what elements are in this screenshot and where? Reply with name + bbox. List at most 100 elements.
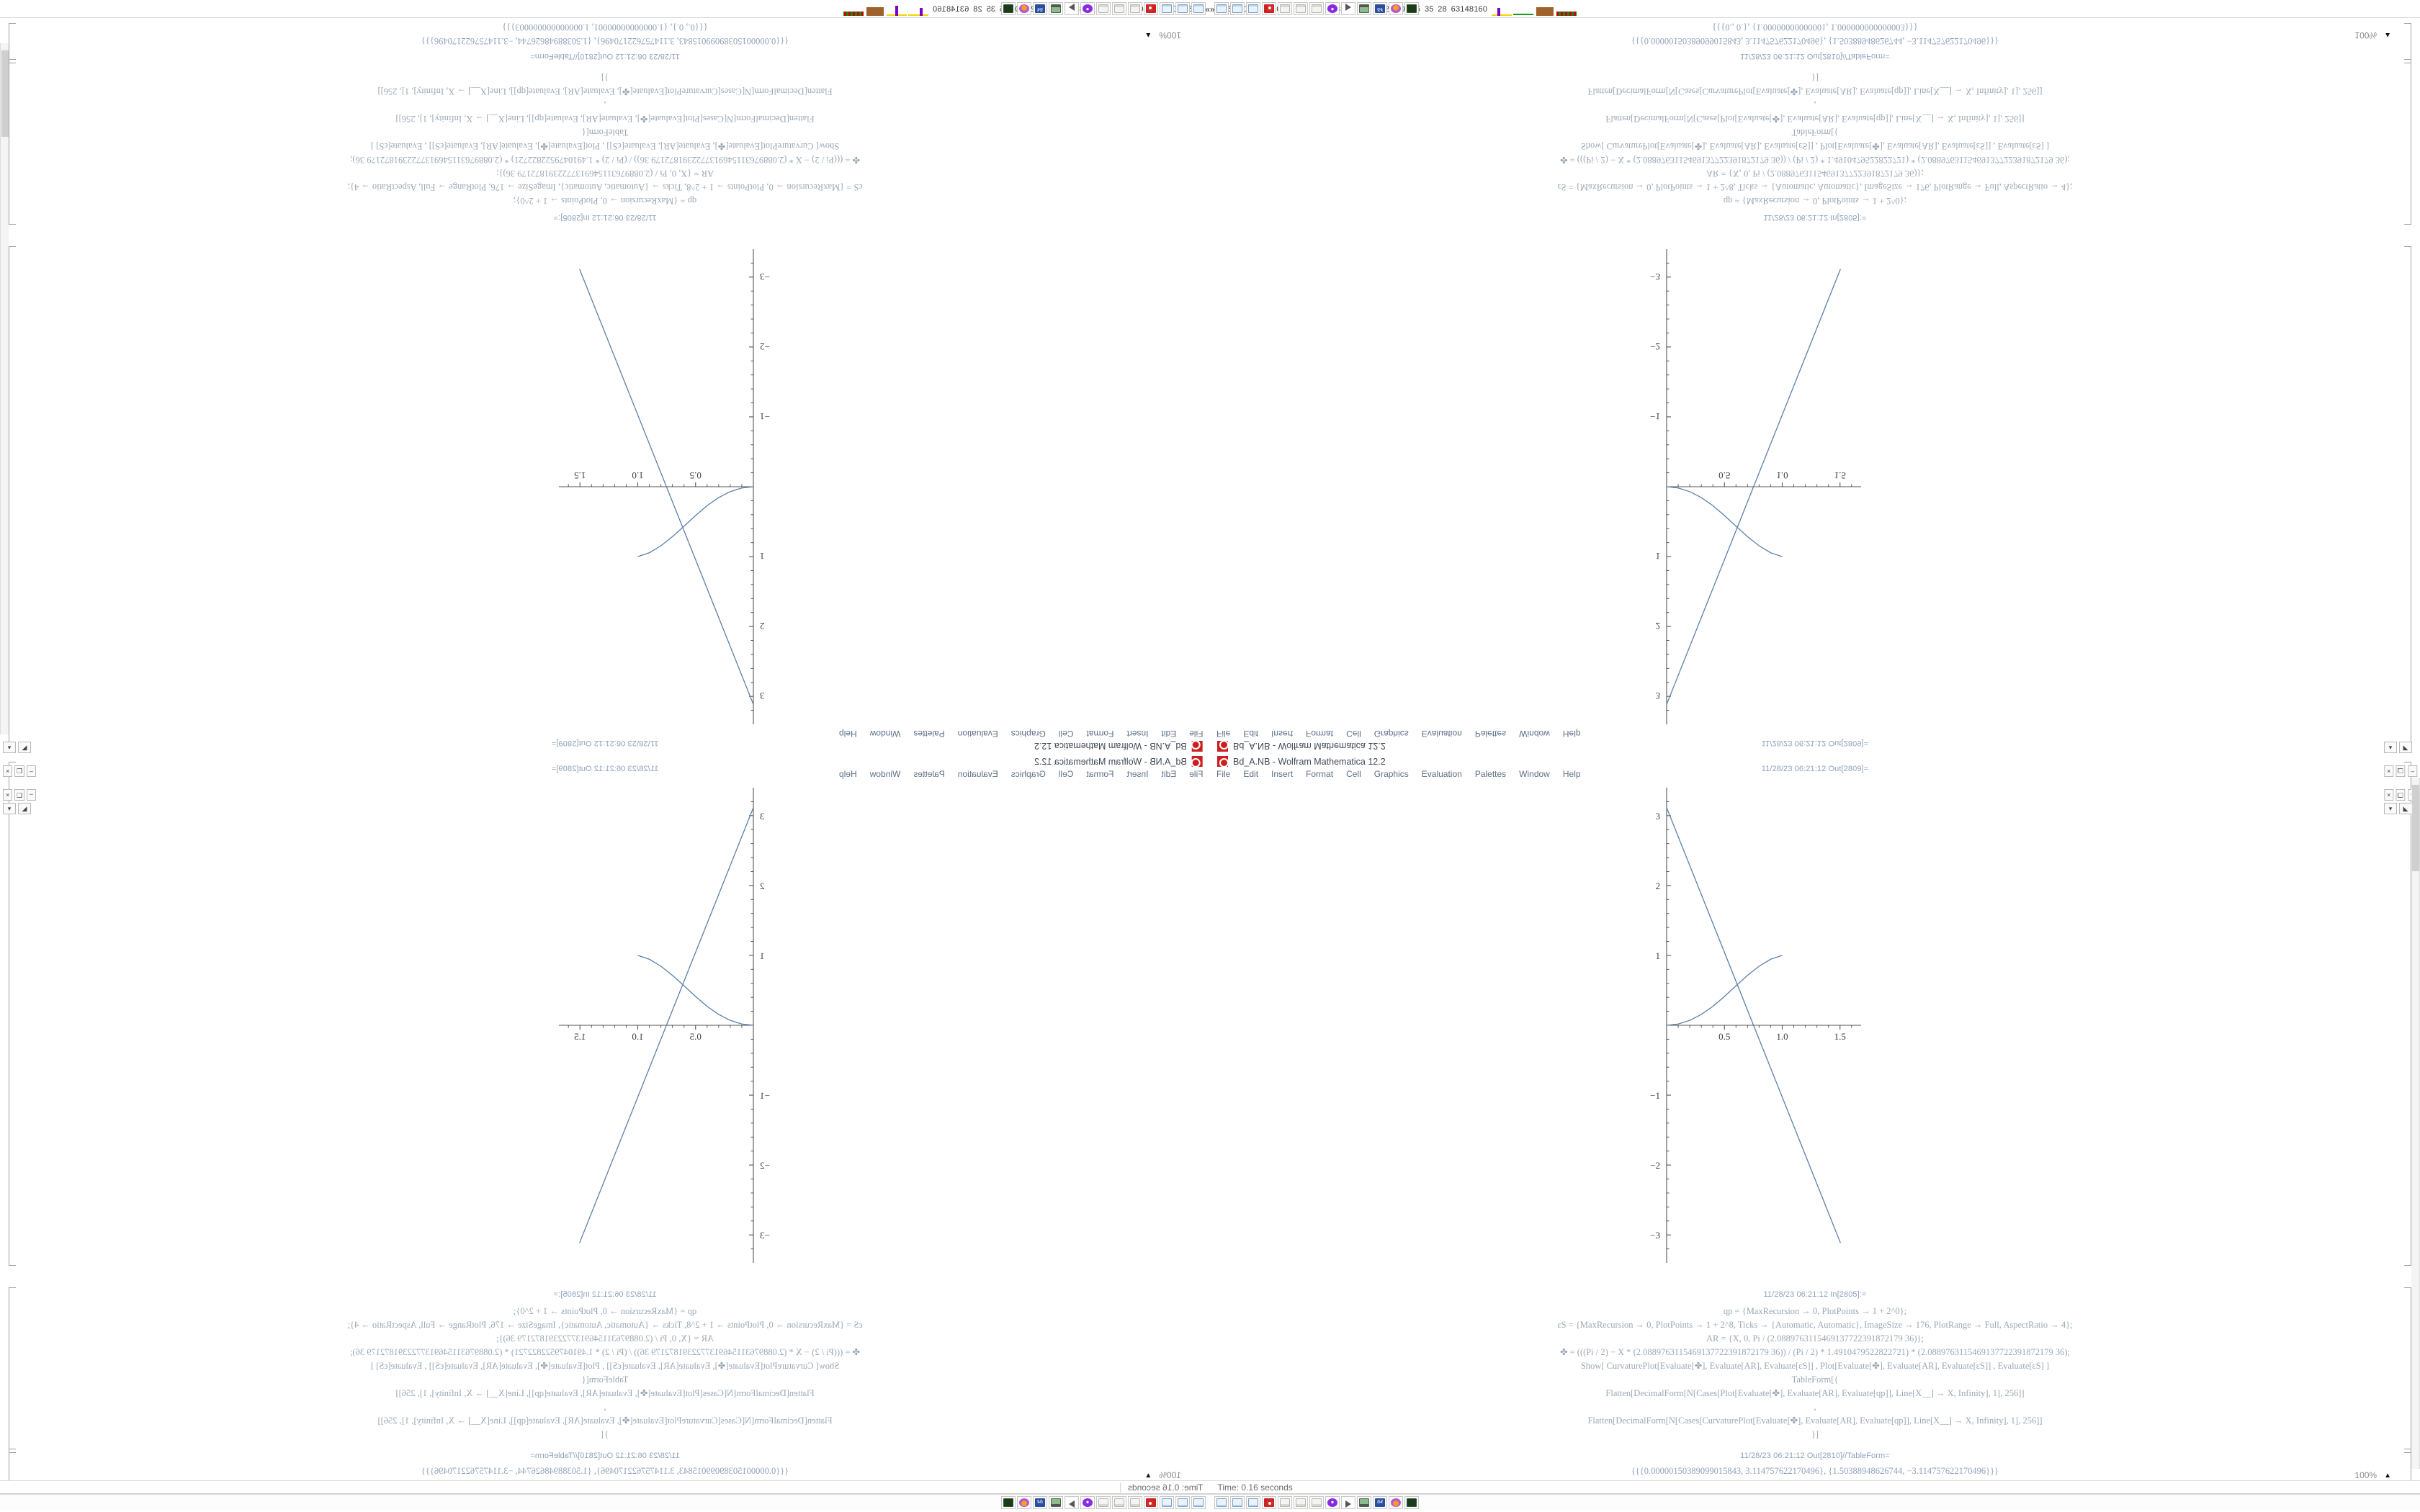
minimize-button[interactable]: – [26, 789, 36, 801]
menu-group[interactable]: File Edit Insert Format Cell Graphics Evaluati… [1216, 769, 1581, 779]
floppy-disk-icon[interactable]: 64 [1033, 1496, 1047, 1509]
menu-item-cell[interactable]: Cell [1059, 769, 1074, 779]
terminal-icon[interactable] [1001, 1496, 1016, 1509]
dropdown-button[interactable]: ▾ [2384, 803, 2397, 814]
menu-group-mirror[interactable]: File Edit Insert Format Cell Graphics Evaluati… [839, 729, 1204, 739]
speaker-icon[interactable] [1341, 2, 1355, 15]
phone-icon[interactable] [1175, 1496, 1190, 1509]
menu-bar[interactable]: File Edit Insert Format Cell Graphics Evaluati… [839, 769, 1580, 779]
monitor-icon[interactable] [1357, 2, 1371, 15]
menu-item-edit[interactable]: Edit [1161, 729, 1177, 739]
cell-bracket-output[interactable] [2404, 246, 2411, 750]
notepad-icon[interactable] [1278, 2, 1292, 15]
resize-grip[interactable]: ◢ [18, 742, 31, 753]
input-code-cell[interactable]: qp = {MaxRecursion → 0, PlotPoints → 1 +… [0, 71, 1210, 207]
purple-face-icon[interactable] [1080, 2, 1095, 15]
menu-item-edit[interactable]: Edit [1243, 769, 1259, 779]
floppy-disk-icon[interactable]: 64 [1373, 1496, 1387, 1509]
input-code-cell[interactable]: qp = {MaxRecursion → 0, PlotPoints → 1 +… [1210, 1305, 2420, 1441]
phone-icon[interactable] [1191, 1496, 1206, 1509]
menu-item-insert[interactable]: Insert [1271, 729, 1294, 739]
minimize-button[interactable]: – [26, 765, 36, 777]
input-code-cell[interactable]: qp = {MaxRecursion → 0, PlotPoints → 1 +… [0, 1305, 1210, 1441]
menu-item-help[interactable]: Help [1562, 729, 1581, 739]
menu-item-graphics[interactable]: Graphics [1011, 729, 1047, 739]
menu-item-window[interactable]: Window [870, 729, 901, 739]
speaker-icon[interactable] [1341, 1496, 1355, 1509]
phone-icon[interactable] [1160, 1496, 1174, 1509]
floppy-disk-icon[interactable]: 64 [1033, 2, 1047, 15]
input-code-cell[interactable]: qp = {MaxRecursion → 0, PlotPoints → 1 +… [1210, 71, 2420, 207]
fire-icon[interactable] [1017, 1496, 1031, 1509]
menu-bar-mirror[interactable]: File Edit Insert Format Cell Graphics Evaluati… [839, 729, 1580, 739]
curvature-plot[interactable]: 0.5 1.0 1.5 −3 −2 −1 1 2 3 [1642, 780, 1880, 1277]
sysmon-expand-chevron-icon-2[interactable]: » [1210, 4, 1215, 14]
fire-icon[interactable] [1017, 2, 1031, 15]
scrollbar-thumb[interactable] [1, 50, 9, 137]
menu-item-edit[interactable]: Edit [1243, 729, 1259, 739]
menu-item-file[interactable]: File [1216, 769, 1231, 779]
dropdown-button[interactable]: ▾ [3, 803, 16, 814]
restore-button[interactable]: ❐ [2396, 789, 2406, 801]
menu-item-window[interactable]: Window [870, 769, 901, 779]
cell-bracket-output[interactable] [9, 246, 16, 750]
speaker-icon[interactable] [1065, 2, 1079, 15]
fire-icon[interactable] [1389, 2, 1403, 15]
cell-bracket-output[interactable] [9, 762, 16, 1266]
purple-face-icon[interactable] [1080, 1496, 1095, 1509]
restore-button[interactable]: ❐ [14, 765, 24, 777]
menu-item-format[interactable]: Format [1306, 729, 1334, 739]
taskbar-bottom[interactable]: 64 64 [0, 1495, 2420, 1511]
menu-item-cell[interactable]: Cell [1346, 729, 1361, 739]
phone-icon[interactable] [1246, 1496, 1260, 1509]
tray-arrow-icon-mirror[interactable]: ▲ [1144, 1471, 1152, 1480]
cell-bracket-input[interactable] [9, 1287, 16, 1453]
menu-item-file[interactable]: File [1189, 769, 1204, 779]
menu-item-window[interactable]: Window [1519, 729, 1550, 739]
taskbar-top[interactable]: 64 64 [0, 1, 2420, 17]
menu-item-format[interactable]: Format [1086, 769, 1114, 779]
menu-item-evaluation[interactable]: Evaluation [1421, 729, 1462, 739]
menu-item-palettes[interactable]: Palettes [1474, 729, 1507, 739]
purple-face-icon[interactable] [1325, 1496, 1340, 1509]
menu-item-insert[interactable]: Insert [1126, 729, 1149, 739]
notepad-icon[interactable] [1309, 1496, 1324, 1509]
menu-item-cell[interactable]: Cell [1346, 769, 1361, 779]
notepad-icon[interactable] [1294, 2, 1308, 15]
gear-icon[interactable] [1262, 1496, 1276, 1509]
taskbar-group[interactable]: 64 [1214, 1496, 1419, 1509]
menu-item-insert[interactable]: Insert [1271, 769, 1294, 779]
menu-item-help[interactable]: Help [839, 729, 858, 739]
phone-icon[interactable] [1214, 2, 1229, 15]
gear-icon[interactable] [1144, 2, 1158, 15]
phone-icon[interactable] [1230, 1496, 1245, 1509]
close-button[interactable]: × [3, 789, 13, 801]
menu-item-window[interactable]: Window [1519, 769, 1550, 779]
cell-bracket-input[interactable] [2404, 59, 2411, 225]
menu-item-palettes[interactable]: Palettes [913, 729, 946, 739]
tray-arrow-icon-top[interactable]: ▲ [2384, 31, 2391, 40]
gear-icon[interactable] [1262, 2, 1276, 15]
menu-group-mirror[interactable]: File Edit Insert Format Cell Graphics Evaluati… [839, 769, 1204, 779]
cell-bracket-input[interactable] [2404, 1287, 2411, 1453]
menu-item-file[interactable]: File [1189, 729, 1204, 739]
menu-item-cell[interactable]: Cell [1059, 729, 1074, 739]
menu-item-evaluation[interactable]: Evaluation [958, 729, 999, 739]
monitor-icon[interactable] [1049, 1496, 1063, 1509]
phone-icon[interactable] [1230, 2, 1245, 15]
notepad-icon[interactable] [1096, 2, 1111, 15]
window-controls-left[interactable]: ▾ ◢ × ❐ – × ❐ – ▾ ◢ [3, 742, 36, 814]
notepad-icon[interactable] [1128, 1496, 1142, 1509]
curvature-plot[interactable]: 0.5 1.0 1.5 −3 −2 −1 1 2 3 [1642, 235, 1880, 732]
phone-icon[interactable] [1160, 2, 1174, 15]
menu-item-file[interactable]: File [1216, 729, 1231, 739]
monitor-icon[interactable] [1357, 1496, 1371, 1509]
speaker-icon[interactable] [1065, 1496, 1079, 1509]
notepad-icon[interactable] [1096, 1496, 1111, 1509]
menu-item-graphics[interactable]: Graphics [1373, 729, 1409, 739]
notepad-icon[interactable] [1112, 2, 1126, 15]
phone-icon[interactable] [1175, 2, 1190, 15]
taskbar-group[interactable]: 64 [1214, 2, 1419, 15]
menu-item-insert[interactable]: Insert [1126, 769, 1149, 779]
scrollbar-left-top[interactable] [0, 43, 9, 734]
